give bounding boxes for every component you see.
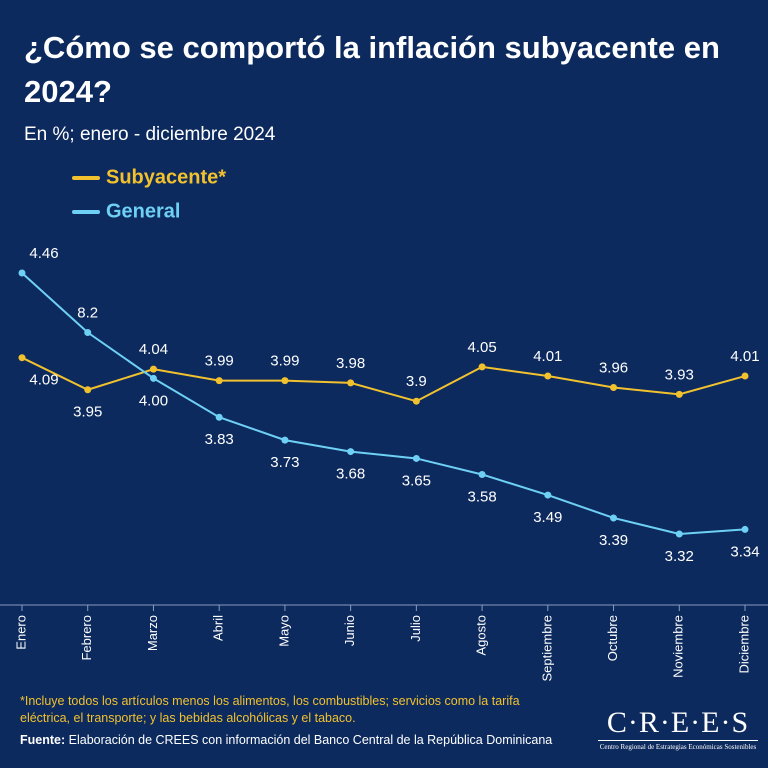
- data-label: 3.34: [730, 543, 759, 560]
- chart: Subyacente* General Enero Febrero Marzo Abril…: [0, 166, 768, 681]
- x-tick-label: Enero: [13, 615, 28, 650]
- series-line: [21, 356, 746, 403]
- point: [215, 413, 223, 421]
- point: [281, 377, 289, 385]
- legend-label: General: [106, 200, 180, 222]
- logo-text: C·R·E·E·S: [606, 706, 750, 739]
- x-tick-label: Marzo: [145, 615, 160, 651]
- data-label: 4.01: [730, 348, 759, 365]
- logo-caption: Centro Regional de Estrategias Económica…: [598, 740, 758, 751]
- point: [18, 354, 26, 362]
- data-label: 4.05: [467, 339, 496, 356]
- point: [281, 436, 289, 444]
- x-tick-label: Julio: [408, 615, 423, 642]
- point: [675, 390, 683, 398]
- x-tick-label: Abril: [211, 615, 226, 641]
- logo: C·R·E·E·S Centro Regional de Estrategias…: [598, 706, 758, 751]
- subtitle: En %; enero - diciembre 2024: [24, 124, 276, 145]
- point: [478, 470, 486, 478]
- point: [544, 372, 552, 380]
- x-tick-label: Noviembre: [671, 615, 686, 678]
- data-label: 4.46: [29, 245, 58, 262]
- point: [741, 525, 749, 533]
- point: [84, 329, 92, 337]
- point: [412, 454, 420, 462]
- x-tick-label: Agosto: [474, 615, 489, 655]
- data-label: 3.93: [665, 366, 694, 383]
- point: [544, 491, 552, 499]
- source-text: Elaboración de CREES con información del…: [68, 733, 553, 747]
- point: [347, 379, 355, 387]
- point: [18, 269, 26, 277]
- data-label: 3.96: [599, 359, 628, 376]
- point: [215, 377, 223, 385]
- x-tick-label: Octubre: [605, 615, 620, 661]
- x-tick-label: Septiembre: [539, 615, 554, 681]
- data-label: 3.98: [336, 355, 365, 372]
- point: [610, 383, 618, 391]
- data-label: 4.00: [139, 392, 168, 409]
- data-label: 4.04: [139, 341, 168, 358]
- x-tick-label: Febrero: [79, 615, 94, 661]
- data-label: 8.2: [77, 304, 98, 321]
- point: [347, 448, 355, 456]
- point: [149, 365, 157, 373]
- data-label: 3.73: [270, 454, 299, 471]
- data-label: 4.09: [29, 372, 58, 389]
- point: [412, 397, 420, 405]
- point: [741, 372, 749, 380]
- data-label: 3.65: [402, 472, 431, 489]
- legend-label: Subyacente*: [106, 166, 226, 188]
- point: [149, 374, 157, 382]
- title: ¿Cómo se comportó la inflación subyacent…: [24, 30, 720, 109]
- point: [675, 530, 683, 538]
- data-label: 4.01: [533, 348, 562, 365]
- point: [478, 363, 486, 371]
- x-tick-label: Junio: [342, 615, 357, 646]
- data-label: 3.9: [406, 373, 427, 390]
- footnote: *Incluye todos los artículos menos los a…: [20, 694, 520, 725]
- series-line: [21, 272, 746, 536]
- data-label: 3.95: [73, 404, 102, 421]
- data-label: 3.99: [205, 353, 234, 370]
- data-label: 3.68: [336, 466, 365, 483]
- data-label: 3.32: [665, 548, 694, 565]
- x-tick-label: Mayo: [276, 615, 291, 647]
- point: [610, 514, 618, 522]
- source-label: Fuente:: [20, 733, 66, 747]
- data-label: 3.99: [270, 353, 299, 370]
- data-label: 3.58: [467, 488, 496, 505]
- data-label: 3.39: [599, 532, 628, 549]
- point: [84, 386, 92, 394]
- data-label: 3.83: [205, 431, 234, 448]
- data-label: 3.49: [533, 509, 562, 526]
- source: Fuente: Elaboración de CREES con informa…: [20, 733, 580, 747]
- x-tick-label: Diciembre: [736, 615, 751, 674]
